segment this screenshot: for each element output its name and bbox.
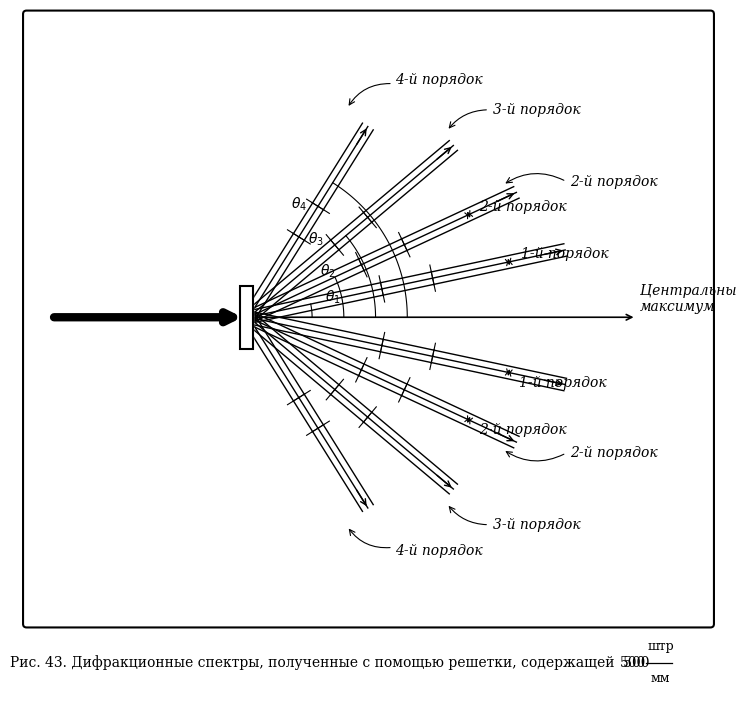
- Text: 2-й порядок: 2-й порядок: [570, 175, 657, 188]
- Text: 2-й порядок: 2-й порядок: [479, 424, 567, 437]
- Text: Рис. 43. Дифракционные спектры, полученные с помощью решетки, содержащей  500: Рис. 43. Дифракционные спектры, полученн…: [10, 656, 654, 670]
- Bar: [240, 286, 253, 349]
- Text: 1-й порядок: 1-й порядок: [521, 247, 609, 261]
- Text: мм: мм: [651, 673, 671, 685]
- Text: 4-й порядок: 4-й порядок: [395, 73, 483, 87]
- Text: 1-й порядок: 1-й порядок: [520, 376, 607, 390]
- Text: $\theta_4$: $\theta_4$: [291, 196, 307, 213]
- Text: $\theta_2$: $\theta_2$: [320, 263, 335, 280]
- Text: $\theta_3$: $\theta_3$: [307, 231, 324, 248]
- Text: Центральный
максимум: Центральный максимум: [640, 283, 737, 314]
- Text: 3-й порядок: 3-й порядок: [492, 103, 580, 117]
- Text: 3-й порядок: 3-й порядок: [492, 517, 580, 532]
- Text: 4-й порядок: 4-й порядок: [395, 544, 483, 558]
- Text: 2-й порядок: 2-й порядок: [479, 200, 567, 214]
- Text: 500: 500: [620, 656, 646, 670]
- Text: 2-й порядок: 2-й порядок: [570, 446, 657, 460]
- Bar: [240, 286, 253, 349]
- Text: $\theta_1$: $\theta_1$: [325, 289, 341, 306]
- Text: штр: штр: [648, 640, 675, 654]
